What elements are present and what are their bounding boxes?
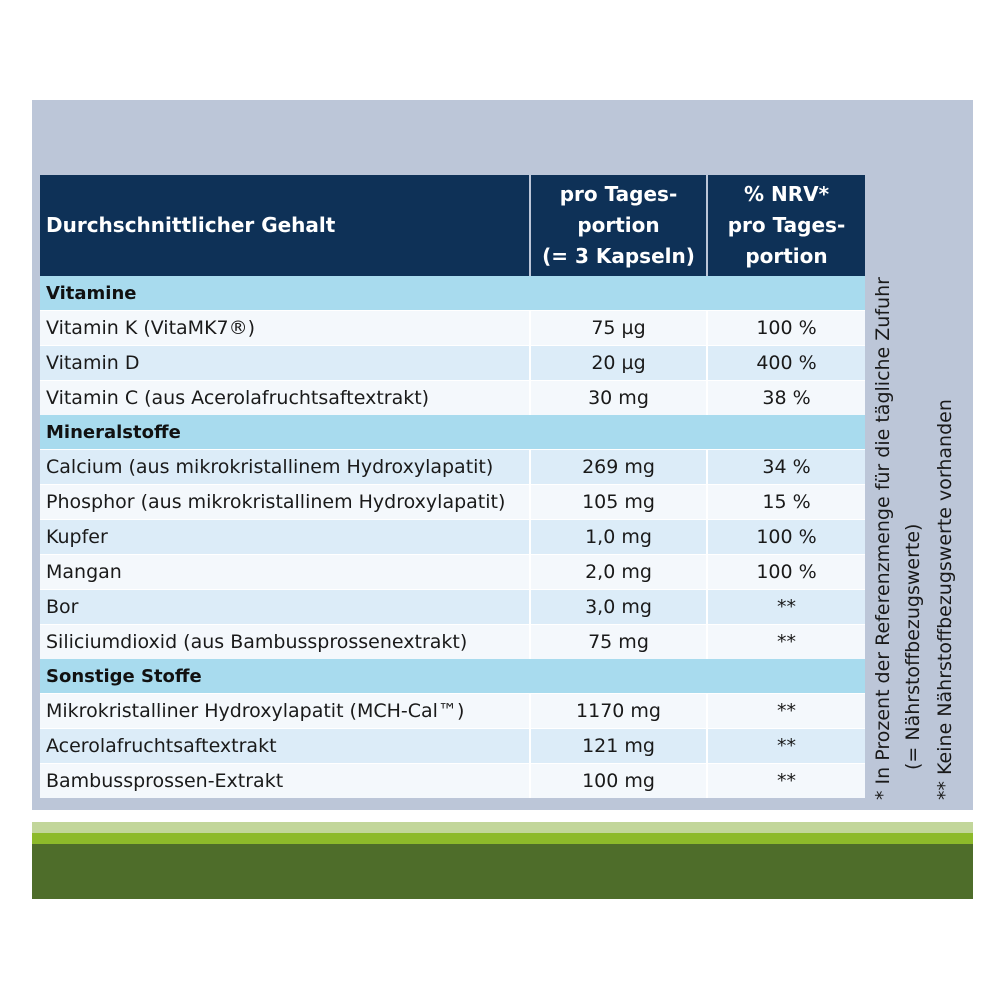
section-row-mineralstoffe: Mineralstoffe — [40, 415, 865, 450]
section-row-vitamine: Vitamine — [40, 276, 865, 311]
nutrient-amount: 100 mg — [530, 763, 708, 798]
table-row: Bambussprossen-Extrakt 100 mg ** — [40, 763, 865, 798]
nutrient-amount: 2,0 mg — [530, 554, 708, 590]
header-content-label: Durchschnittlicher Gehalt — [40, 175, 531, 276]
nutrient-name: Bor — [40, 589, 531, 625]
nutrition-table: Durchschnittlicher Gehalt pro Tages- por… — [40, 175, 865, 798]
header-col3-line2: pro Tages- — [727, 213, 846, 237]
nutrient-nrv: 100 % — [707, 519, 865, 555]
nutrient-nrv: 100 % — [707, 310, 865, 346]
decor-stripe-mid — [32, 833, 973, 844]
nutrient-name: Siliciumdioxid (aus Bambussprossenextrak… — [40, 624, 531, 659]
nutrient-name: Calcium (aus mikrokristallinem Hydroxyla… — [40, 449, 531, 485]
nutrient-nrv: ** — [707, 693, 865, 729]
nutrient-name: Vitamin D — [40, 345, 531, 381]
nutrient-amount: 20 µg — [530, 345, 708, 381]
section-row-sonstige-stoffe: Sonstige Stoffe — [40, 659, 865, 694]
nutrient-nrv: 15 % — [707, 484, 865, 520]
table-row: Acerolafruchtsaftextrakt 121 mg ** — [40, 728, 865, 764]
nutrient-amount: 75 mg — [530, 624, 708, 659]
table-row: Mikrokristalliner Hydroxylapatit (MCH-Ca… — [40, 693, 865, 729]
nutrient-name: Mikrokristalliner Hydroxylapatit (MCH-Ca… — [40, 693, 531, 729]
footnote-nrv-line1: * In Prozent der Referenzmenge für die t… — [872, 277, 894, 800]
table-row: Phosphor (aus mikrokristallinem Hydroxyl… — [40, 484, 865, 520]
nutrient-amount: 3,0 mg — [530, 589, 708, 625]
nutrient-name: Vitamin C (aus Acerolafruchtsaftextrakt) — [40, 380, 531, 415]
nutrient-nrv: 100 % — [707, 554, 865, 590]
table-row: Bor 3,0 mg ** — [40, 589, 865, 625]
footnote-nrv: * In Prozent der Referenzmenge für die t… — [868, 277, 928, 800]
nutrient-nrv: 38 % — [707, 380, 865, 415]
header-col3-line3: portion — [745, 244, 828, 268]
nutrient-nrv: ** — [707, 728, 865, 764]
table-row: Mangan 2,0 mg 100 % — [40, 554, 865, 590]
nutrient-amount: 105 mg — [530, 484, 708, 520]
footnote-nrv-line2: (= Nährstoffbezugswerte) — [902, 523, 924, 770]
nutrient-name: Kupfer — [40, 519, 531, 555]
header-per-portion: pro Tages- portion (= 3 Kapseln) — [530, 175, 708, 276]
nutrient-amount: 269 mg — [530, 449, 708, 485]
footnote-no-reference-text: ** Keine Nährstoffbezugswerte vorhanden — [934, 399, 956, 800]
table-row: Kupfer 1,0 mg 100 % — [40, 519, 865, 555]
header-col2-line2: portion — [577, 213, 660, 237]
header-col1-text: Durchschnittlicher Gehalt — [46, 213, 336, 237]
table-row: Calcium (aus mikrokristallinem Hydroxyla… — [40, 449, 865, 485]
table-row: Vitamin C (aus Acerolafruchtsaftextrakt)… — [40, 380, 865, 415]
table-header-row: Durchschnittlicher Gehalt pro Tages- por… — [40, 175, 865, 276]
table-row: Siliciumdioxid (aus Bambussprossenextrak… — [40, 624, 865, 659]
section-title: Vitamine — [40, 276, 865, 311]
nutrient-amount: 1,0 mg — [530, 519, 708, 555]
nutrient-nrv: 34 % — [707, 449, 865, 485]
nutrient-name: Mangan — [40, 554, 531, 590]
nutrient-amount: 121 mg — [530, 728, 708, 764]
header-col2-line3: (= 3 Kapseln) — [542, 244, 695, 268]
table-row: Vitamin D 20 µg 400 % — [40, 345, 865, 381]
table-row: Vitamin K (VitaMK7®) 75 µg 100 % — [40, 310, 865, 346]
nutrient-name: Bambussprossen-Extrakt — [40, 763, 531, 798]
header-col3-line1: % NRV* — [743, 182, 830, 206]
nutrient-name: Vitamin K (VitaMK7®) — [40, 310, 531, 346]
nutrient-nrv: ** — [707, 589, 865, 625]
nutrient-nrv: ** — [707, 763, 865, 798]
nutrient-nrv: ** — [707, 624, 865, 659]
header-col2-line1: pro Tages- — [559, 182, 678, 206]
decor-stripe-light — [32, 822, 973, 833]
nutrient-name: Phosphor (aus mikrokristallinem Hydroxyl… — [40, 484, 531, 520]
section-title: Mineralstoffe — [40, 415, 865, 450]
section-title: Sonstige Stoffe — [40, 659, 865, 694]
nutrient-amount: 30 mg — [530, 380, 708, 415]
footnote-no-reference: ** Keine Nährstoffbezugswerte vorhanden — [930, 399, 960, 800]
nutrient-amount: 75 µg — [530, 310, 708, 346]
decor-stripe-dark — [32, 844, 973, 899]
nutrient-nrv: 400 % — [707, 345, 865, 381]
header-nrv: % NRV* pro Tages- portion — [707, 175, 865, 276]
nutrient-name: Acerolafruchtsaftextrakt — [40, 728, 531, 764]
nutrient-amount: 1170 mg — [530, 693, 708, 729]
